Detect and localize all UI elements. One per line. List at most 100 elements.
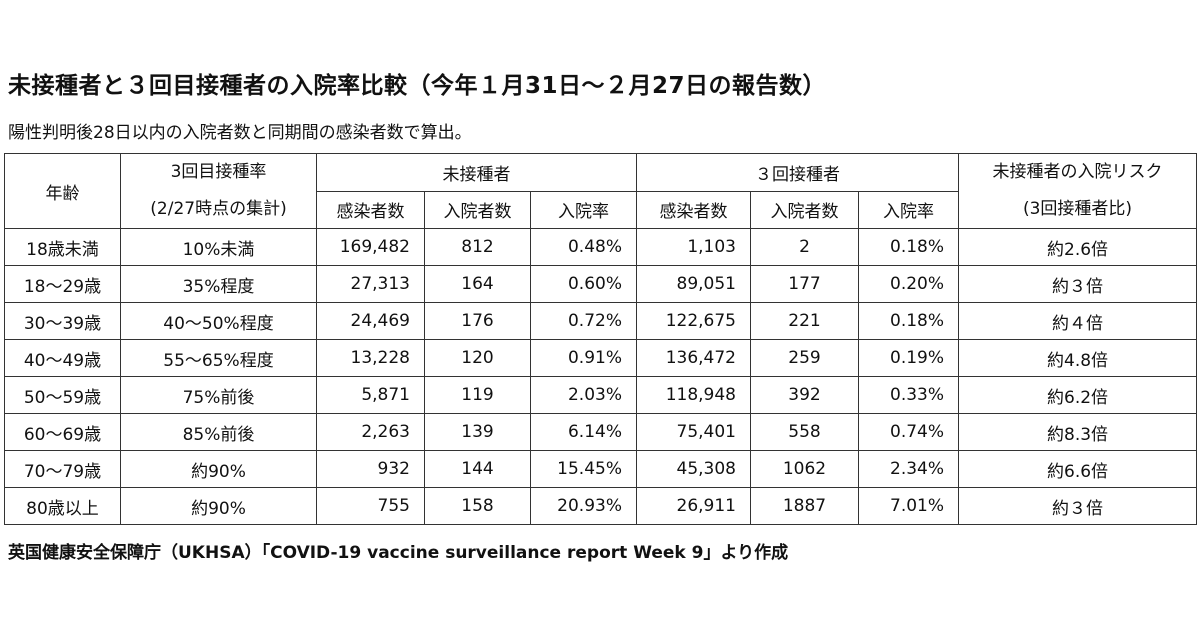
header-three-dose-rate: 入院率 <box>857 190 960 229</box>
unvaccinated-cases-cell: 2,263 <box>316 413 425 451</box>
age-cell: 40～49歳 <box>4 339 121 377</box>
three-dose-cases-cell: 45,308 <box>636 450 751 488</box>
unvaccinated-rate-cell: 0.91% <box>530 339 637 377</box>
three-dose-cases-cell: 136,472 <box>636 339 751 377</box>
unvaccinated-rate-cell: 0.72% <box>530 302 637 340</box>
risk-cell: 約6.2倍 <box>958 376 1198 414</box>
booster-rate-cell: 10%未満 <box>120 228 317 266</box>
booster-rate-cell: 85%前後 <box>120 413 317 451</box>
unvaccinated-rate-cell: 0.60% <box>530 265 637 303</box>
three-dose-rate-cell: 0.19% <box>857 339 960 377</box>
page-title: 未接種者と３回目接種者の入院率比較（今年１月31日～２月27日の報告数） <box>8 73 827 99</box>
three-dose-rate-cell: 2.34% <box>857 450 960 488</box>
risk-cell: 約6.6倍 <box>958 450 1198 488</box>
unvaccinated-hosp-cell: 144 <box>424 450 531 488</box>
unvaccinated-cases-cell: 27,313 <box>316 265 425 303</box>
risk-cell: 約４倍 <box>958 302 1198 340</box>
booster-rate-cell: 35%程度 <box>120 265 317 303</box>
unvaccinated-cases-cell: 13,228 <box>316 339 425 377</box>
three-dose-cases-cell: 89,051 <box>636 265 751 303</box>
header-booster-rate-line1: 3回目接種率 <box>170 162 267 182</box>
header-risk: 未接種者の入院リスク (3回接種者比) <box>958 153 1198 229</box>
three-dose-rate-cell: 7.01% <box>857 487 960 525</box>
unvaccinated-cases-cell: 932 <box>316 450 425 488</box>
three-dose-cases-cell: 122,675 <box>636 302 751 340</box>
risk-cell: 約３倍 <box>958 265 1198 303</box>
header-three-dose-hosp: 入院者数 <box>750 190 859 229</box>
three-dose-cases-cell: 118,948 <box>636 376 751 414</box>
booster-rate-cell: 約90% <box>120 450 317 488</box>
age-cell: 70～79歳 <box>4 450 121 488</box>
table-row: 18歳未満 10%未満 169,482 812 0.48% 1,103 2 0.18% 約2.6… <box>4 228 1198 266</box>
three-dose-hosp-cell: 1887 <box>750 487 859 525</box>
age-cell: 60～69歳 <box>4 413 121 451</box>
unvaccinated-rate-cell: 0.48% <box>530 228 637 266</box>
age-cell: 18～29歳 <box>4 265 121 303</box>
header-risk-line1: 未接種者の入院リスク <box>992 162 1163 182</box>
three-dose-hosp-cell: 177 <box>750 265 859 303</box>
three-dose-rate-cell: 0.33% <box>857 376 960 414</box>
risk-cell: 約2.6倍 <box>958 228 1198 266</box>
age-cell: 30～39歳 <box>4 302 121 340</box>
booster-rate-cell: 約90% <box>120 487 317 525</box>
unvaccinated-cases-cell: 24,469 <box>316 302 425 340</box>
risk-cell: 約4.8倍 <box>958 339 1198 377</box>
three-dose-rate-cell: 0.74% <box>857 413 960 451</box>
unvaccinated-rate-cell: 20.93% <box>530 487 637 525</box>
three-dose-cases-cell: 75,401 <box>636 413 751 451</box>
header-unvaccinated-cases: 感染者数 <box>316 190 425 229</box>
three-dose-hosp-cell: 1062 <box>750 450 859 488</box>
unvaccinated-hosp-cell: 120 <box>424 339 531 377</box>
unvaccinated-rate-cell: 6.14% <box>530 413 637 451</box>
booster-rate-cell: 55～65%程度 <box>120 339 317 377</box>
table-row: 18～29歳 35%程度 27,313 164 0.60% 89,051 177 0.20% 約… <box>4 265 1198 303</box>
header-row-top: 年齢 3回目接種率 (2/27時点の集計) 未接種者 ３回接種者 未接種者の入院… <box>4 153 1198 229</box>
three-dose-hosp-cell: 2 <box>750 228 859 266</box>
unvaccinated-hosp-cell: 176 <box>424 302 531 340</box>
source-note: 英国健康安全保障庁（UKHSA）「COVID-19 vaccine survei… <box>8 543 789 563</box>
age-cell: 50～59歳 <box>4 376 121 414</box>
header-booster-rate-line2: (2/27時点の集計) <box>150 199 287 219</box>
three-dose-rate-cell: 0.18% <box>857 302 960 340</box>
header-three-dose-cases: 感染者数 <box>636 190 751 229</box>
three-dose-cases-cell: 1,103 <box>636 228 751 266</box>
three-dose-hosp-cell: 221 <box>750 302 859 340</box>
table-row: 70～79歳 約90% 932 144 15.45% 45,308 1062 2.34% 約6.… <box>4 450 1198 488</box>
unvaccinated-cases-cell: 755 <box>316 487 425 525</box>
unvaccinated-hosp-cell: 812 <box>424 228 531 266</box>
header-unvaccinated-hosp: 入院者数 <box>424 190 531 229</box>
three-dose-hosp-cell: 392 <box>750 376 859 414</box>
unvaccinated-hosp-cell: 158 <box>424 487 531 525</box>
page-subtitle: 陽性判明後28日以内の入院者数と同期間の感染者数で算出。 <box>8 123 472 143</box>
three-dose-hosp-cell: 558 <box>750 413 859 451</box>
unvaccinated-hosp-cell: 164 <box>424 265 531 303</box>
unvaccinated-rate-cell: 2.03% <box>530 376 637 414</box>
risk-cell: 約３倍 <box>958 487 1198 525</box>
header-unvaccinated: 未接種者 <box>316 153 637 192</box>
age-cell: 18歳未満 <box>4 228 121 266</box>
unvaccinated-hosp-cell: 119 <box>424 376 531 414</box>
header-age: 年齢 <box>4 153 121 229</box>
booster-rate-cell: 75%前後 <box>120 376 317 414</box>
three-dose-hosp-cell: 259 <box>750 339 859 377</box>
table-row: 80歳以上 約90% 755 158 20.93% 26,911 1887 7.01% 約３倍 <box>4 487 1198 525</box>
table-body: 18歳未満 10%未満 169,482 812 0.48% 1,103 2 0.18% 約2.6… <box>4 228 1198 525</box>
three-dose-rate-cell: 0.20% <box>857 265 960 303</box>
three-dose-cases-cell: 26,911 <box>636 487 751 525</box>
table-row: 50～59歳 75%前後 5,871 119 2.03% 118,948 392 0.33% 約… <box>4 376 1198 414</box>
header-risk-line2: (3回接種者比) <box>1022 199 1133 219</box>
table-row: 60～69歳 85%前後 2,263 139 6.14% 75,401 558 0.74% 約8… <box>4 413 1198 451</box>
unvaccinated-hosp-cell: 139 <box>424 413 531 451</box>
table-row: 30～39歳 40～50%程度 24,469 176 0.72% 122,675 221 0.… <box>4 302 1198 340</box>
hospitalization-table: 年齢 3回目接種率 (2/27時点の集計) 未接種者 ３回接種者 未接種者の入院… <box>4 153 1198 525</box>
header-three-dose: ３回接種者 <box>635 153 960 192</box>
unvaccinated-rate-cell: 15.45% <box>530 450 637 488</box>
header-row-sub: 感染者数 入院者数 入院率 感染者数 入院者数 入院率 <box>5 190 1197 229</box>
age-cell: 80歳以上 <box>4 487 121 525</box>
booster-rate-cell: 40～50%程度 <box>120 302 317 340</box>
unvaccinated-cases-cell: 5,871 <box>316 376 425 414</box>
header-booster-rate: 3回目接種率 (2/27時点の集計) <box>120 153 317 229</box>
unvaccinated-cases-cell: 169,482 <box>316 228 425 266</box>
table-row: 40～49歳 55～65%程度 13,228 120 0.91% 136,472 259 0.… <box>4 339 1198 377</box>
three-dose-rate-cell: 0.18% <box>857 228 960 266</box>
